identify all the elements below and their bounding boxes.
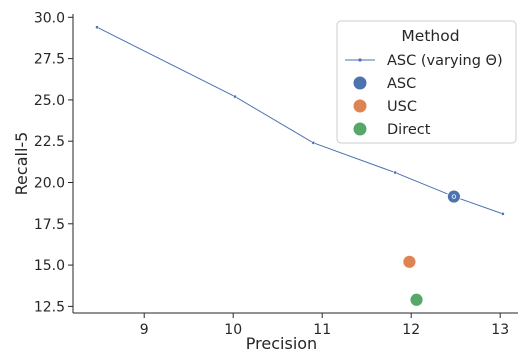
asc-varying-theta-point [95,25,99,30]
x-tick-label: 13 [491,322,509,338]
plot-area [95,25,505,307]
legend-entry-label: Direct [387,122,431,138]
legend-entry-label: USC [387,99,417,115]
y-axis-ticks: 12.5 15.0 17.5 20.0 22.5 25.0 27.5 30.0 [34,10,73,315]
asc-varying-theta-point [501,212,505,216]
axes-frame [72,14,518,314]
y-tick-label: 12.5 [34,299,65,315]
legend-title: Method [401,27,459,45]
y-tick-label: 25.0 [34,93,65,109]
x-tick-label: 11 [313,322,331,338]
legend-point-swatch [353,99,367,113]
x-axis-ticks: 9 10 11 12 13 [140,313,509,338]
y-tick-label: 27.5 [34,52,65,68]
x-tick-label: 10 [224,322,242,338]
usc-point [402,254,417,269]
legend-items: ASC (varying Θ) ASC USC Direct [345,53,503,138]
y-tick-label: 30.0 [34,10,65,26]
x-axis-label: Precision [246,334,317,351]
legend-point-swatch [353,76,367,90]
legend-box [336,20,517,144]
legend-entry-label: ASC (varying Θ) [387,53,503,69]
x-tick-label: 12 [402,322,420,338]
asc-varying-theta-point [233,94,237,99]
legend-line-marker [358,58,362,62]
y-axis-label: Recall-5 [12,132,31,196]
asc-varying-theta-point [451,194,457,199]
asc-varying-theta-line [96,26,504,215]
legend: Method ASC (varying Θ) ASC USC Direct [336,20,517,144]
y-tick-label: 17.5 [34,217,65,233]
y-tick-label: 20.0 [34,175,65,191]
y-tick-label: 15.0 [34,258,65,274]
y-tick-label: 22.5 [34,134,65,150]
x-tick-label: 9 [140,322,149,338]
asc-varying-theta-point [311,141,316,145]
legend-entry-label: ASC [387,76,416,92]
legend-point-swatch [353,122,367,136]
direct-point [409,292,424,307]
asc-varying-theta-point [393,170,398,175]
